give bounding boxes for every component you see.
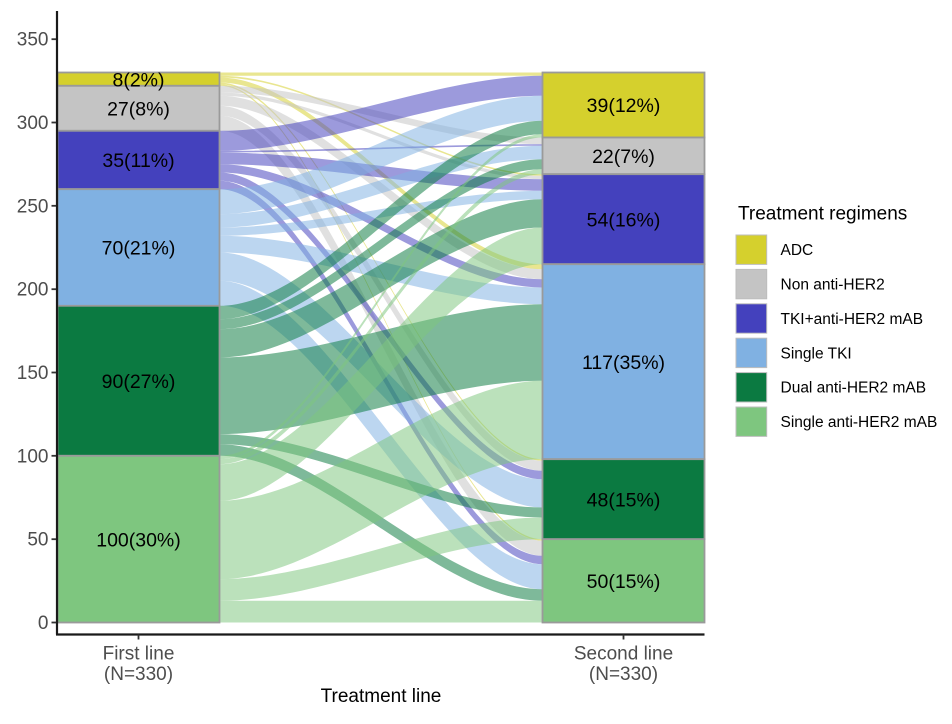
svg-text:54(16%): 54(16%)	[587, 209, 661, 231]
svg-text:Dual anti-HER2 mAB: Dual anti-HER2 mAB	[781, 380, 927, 397]
svg-text:27(8%): 27(8%)	[107, 99, 170, 121]
svg-text:Non anti-HER2: Non anti-HER2	[781, 277, 885, 294]
svg-text:50(15%): 50(15%)	[587, 571, 661, 593]
svg-text:ADC: ADC	[781, 242, 814, 259]
svg-text:Treatment line: Treatment line	[321, 686, 442, 707]
svg-text:Single anti-HER2 mAB: Single anti-HER2 mAB	[781, 414, 938, 431]
svg-text:70(21%): 70(21%)	[102, 238, 176, 260]
svg-text:(N=330): (N=330)	[589, 664, 658, 685]
svg-text:39(12%): 39(12%)	[587, 95, 661, 117]
svg-text:35(11%): 35(11%)	[102, 150, 174, 172]
svg-text:250: 250	[17, 196, 49, 217]
svg-text:TKI+anti-HER2 mAB: TKI+anti-HER2 mAB	[781, 311, 924, 328]
svg-text:350: 350	[17, 30, 49, 51]
svg-text:Second line: Second line	[574, 644, 673, 665]
svg-text:150: 150	[17, 363, 49, 384]
svg-text:100(30%): 100(30%)	[96, 529, 181, 551]
svg-text:8(2%): 8(2%)	[112, 69, 164, 91]
svg-text:22(7%): 22(7%)	[592, 146, 655, 168]
svg-text:48(15%): 48(15%)	[587, 489, 661, 511]
svg-text:First line: First line	[103, 644, 175, 665]
svg-text:(N=330): (N=330)	[104, 664, 173, 685]
svg-text:0: 0	[38, 613, 49, 634]
svg-text:200: 200	[17, 280, 49, 301]
svg-text:Single TKI: Single TKI	[781, 345, 852, 362]
svg-text:100: 100	[17, 446, 49, 467]
svg-text:90(27%): 90(27%)	[102, 371, 176, 393]
svg-text:50: 50	[27, 530, 48, 551]
svg-text:Treatment regimens: Treatment regimens	[738, 204, 907, 225]
svg-text:117(35%): 117(35%)	[582, 352, 665, 374]
svg-text:300: 300	[17, 113, 49, 134]
